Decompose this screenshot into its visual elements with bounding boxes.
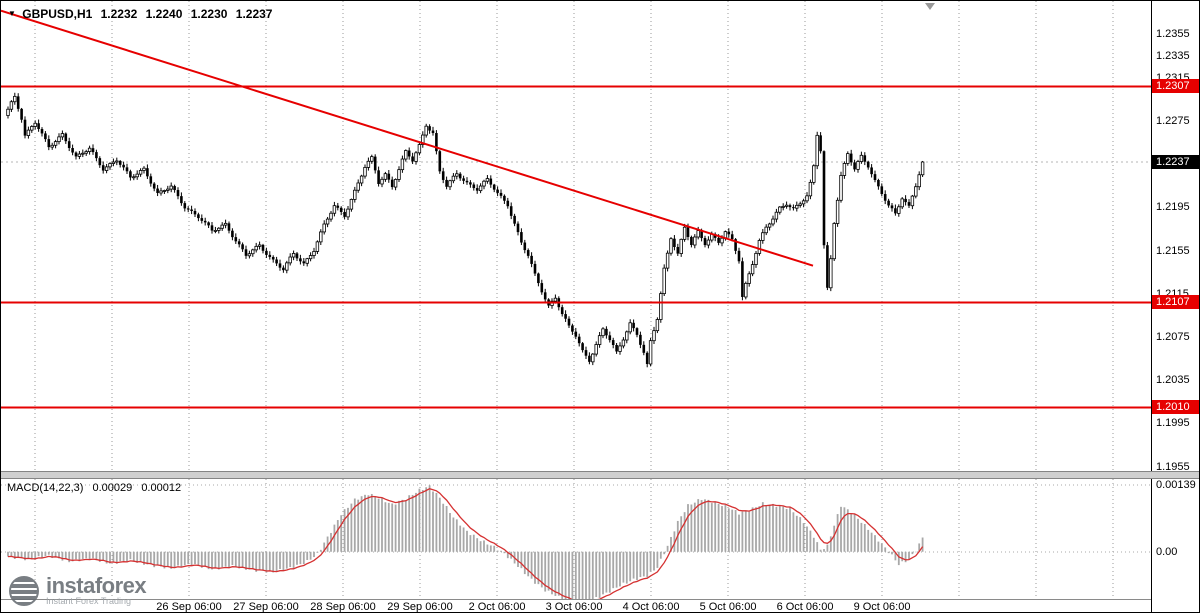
- time-axis-label: 28 Sep 06:00: [310, 601, 376, 613]
- macd-signal-value: 0.00012: [141, 482, 182, 494]
- macd-name: MACD(14,22,3): [7, 482, 84, 494]
- level-price-tag: 1.2307: [1152, 79, 1199, 94]
- chart-shift-marker-icon: [925, 3, 935, 10]
- symbol-name: GBPUSD,H1: [22, 7, 93, 21]
- time-axis-label: 9 Oct 06:00: [853, 601, 911, 613]
- time-axis-label: 5 Oct 06:00: [699, 601, 757, 613]
- price-axis-tick: 1.2355: [1156, 28, 1190, 41]
- macd-axis-tick: 0.00: [1156, 545, 1178, 558]
- price-chart-canvas[interactable]: [1, 1, 1151, 471]
- instaforex-watermark: instaforex Instant Forex Trading: [9, 573, 147, 606]
- ohlc-open: 1.2232: [100, 7, 138, 21]
- price-axis-tick: 1.2075: [1156, 331, 1190, 344]
- time-axis-label: 26 Sep 06:00: [156, 601, 222, 613]
- price-axis-tick: 1.1955: [1156, 460, 1190, 473]
- macd-chart-canvas[interactable]: [1, 479, 1151, 599]
- chart-title: ▼ GBPUSD,H1 1.2232 1.2240 1.2230 1.2237: [8, 7, 277, 21]
- price-axis-tick: 1.2335: [1156, 50, 1190, 63]
- symbol-marker-icon: ▼: [8, 9, 16, 18]
- level-price-tag: 1.2010: [1152, 400, 1199, 415]
- current-price-tag: 1.2237: [1152, 154, 1199, 169]
- ohlc-low: 1.2230: [190, 7, 228, 21]
- watermark-brand: instaforex: [46, 573, 147, 598]
- time-axis[interactable]: 26 Sep 06:00 27 Sep 06:00 28 Sep 06:00 29 S…: [1, 599, 1199, 613]
- price-axis[interactable]: 1.2355 1.2335 1.2315 1.2275 1.2195 1.2155 1.21…: [1151, 1, 1199, 612]
- time-axis-label: 27 Sep 06:00: [233, 601, 299, 613]
- time-axis-label: 3 Oct 06:00: [545, 601, 603, 613]
- ohlc-close: 1.2237: [235, 7, 273, 21]
- ohlc-high: 1.2240: [145, 7, 183, 21]
- price-axis-tick: 1.1995: [1156, 417, 1190, 430]
- time-axis-label: 2 Oct 06:00: [468, 601, 526, 613]
- macd-indicator-label: MACD(14,22,3) 0.00029 0.00012: [7, 482, 187, 494]
- macd-main-value: 0.00029: [92, 482, 133, 494]
- panel-separator[interactable]: [1, 471, 1199, 479]
- price-axis-tick: 1.2275: [1156, 114, 1190, 127]
- instaforex-globe-icon: [9, 575, 39, 606]
- level-price-tag: 1.2107: [1152, 295, 1199, 310]
- price-axis-tick: 1.2155: [1156, 244, 1190, 257]
- macd-axis-tick: 0.00139: [1156, 478, 1196, 491]
- time-axis-label: 4 Oct 06:00: [622, 601, 680, 613]
- time-axis-label: 29 Sep 06:00: [387, 601, 453, 613]
- time-axis-label: 6 Oct 06:00: [776, 601, 834, 613]
- watermark-tagline: Instant Forex Trading: [46, 596, 132, 606]
- price-axis-tick: 1.2195: [1156, 201, 1190, 214]
- price-axis-tick: 1.2035: [1156, 374, 1190, 387]
